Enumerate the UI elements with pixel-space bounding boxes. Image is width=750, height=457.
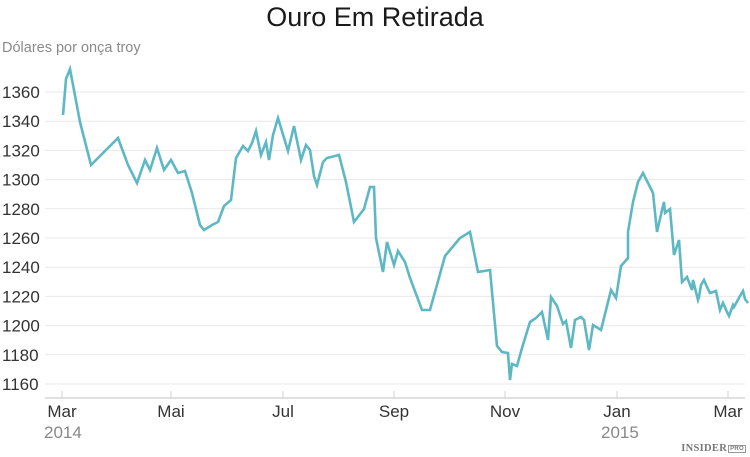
y-tick-label: 1300 (2, 171, 40, 190)
brand-logo: INSIDER PRO (681, 443, 746, 454)
x-tick-label: Jan (603, 402, 630, 421)
chart-title: Ouro Em Retirada (266, 2, 484, 32)
gridlines (45, 91, 745, 385)
y-tick-label: 1360 (2, 83, 40, 102)
y-axis-ticks: 1160 1180 1200 1220 1240 1260 1280 1300 1320 1340… (2, 83, 40, 394)
x-tick-label: Mai (157, 402, 184, 421)
x-tick-label: Sep (379, 402, 409, 421)
x-axis-ticks: Mar 2014 Mai Jul Sep Nov Jan 2015 Mar (44, 391, 743, 442)
gold-price-line (61, 64, 750, 381)
x-tick-label: Mar (713, 402, 743, 421)
brand-badge: PRO (728, 444, 746, 453)
y-tick-label: 1180 (2, 346, 39, 365)
x-year-label: 2015 (601, 423, 639, 442)
x-year-label: 2014 (44, 423, 82, 442)
y-tick-label: 1280 (2, 200, 40, 219)
y-tick-label: 1260 (2, 229, 40, 248)
y-axis-label: Dólares por onça troy (2, 40, 141, 56)
x-tick-label: Mar (47, 402, 77, 421)
y-tick-label: 1240 (2, 258, 40, 277)
y-tick-label: 1220 (2, 287, 40, 306)
y-tick-label: 1160 (2, 375, 39, 394)
y-tick-label: 1320 (2, 141, 40, 160)
y-tick-label: 1200 (2, 317, 40, 336)
x-tick-label: Jul (272, 402, 294, 421)
brand-name: INSIDER (681, 443, 728, 454)
y-tick-label: 1340 (2, 112, 40, 131)
x-tick-label: Nov (490, 402, 521, 421)
